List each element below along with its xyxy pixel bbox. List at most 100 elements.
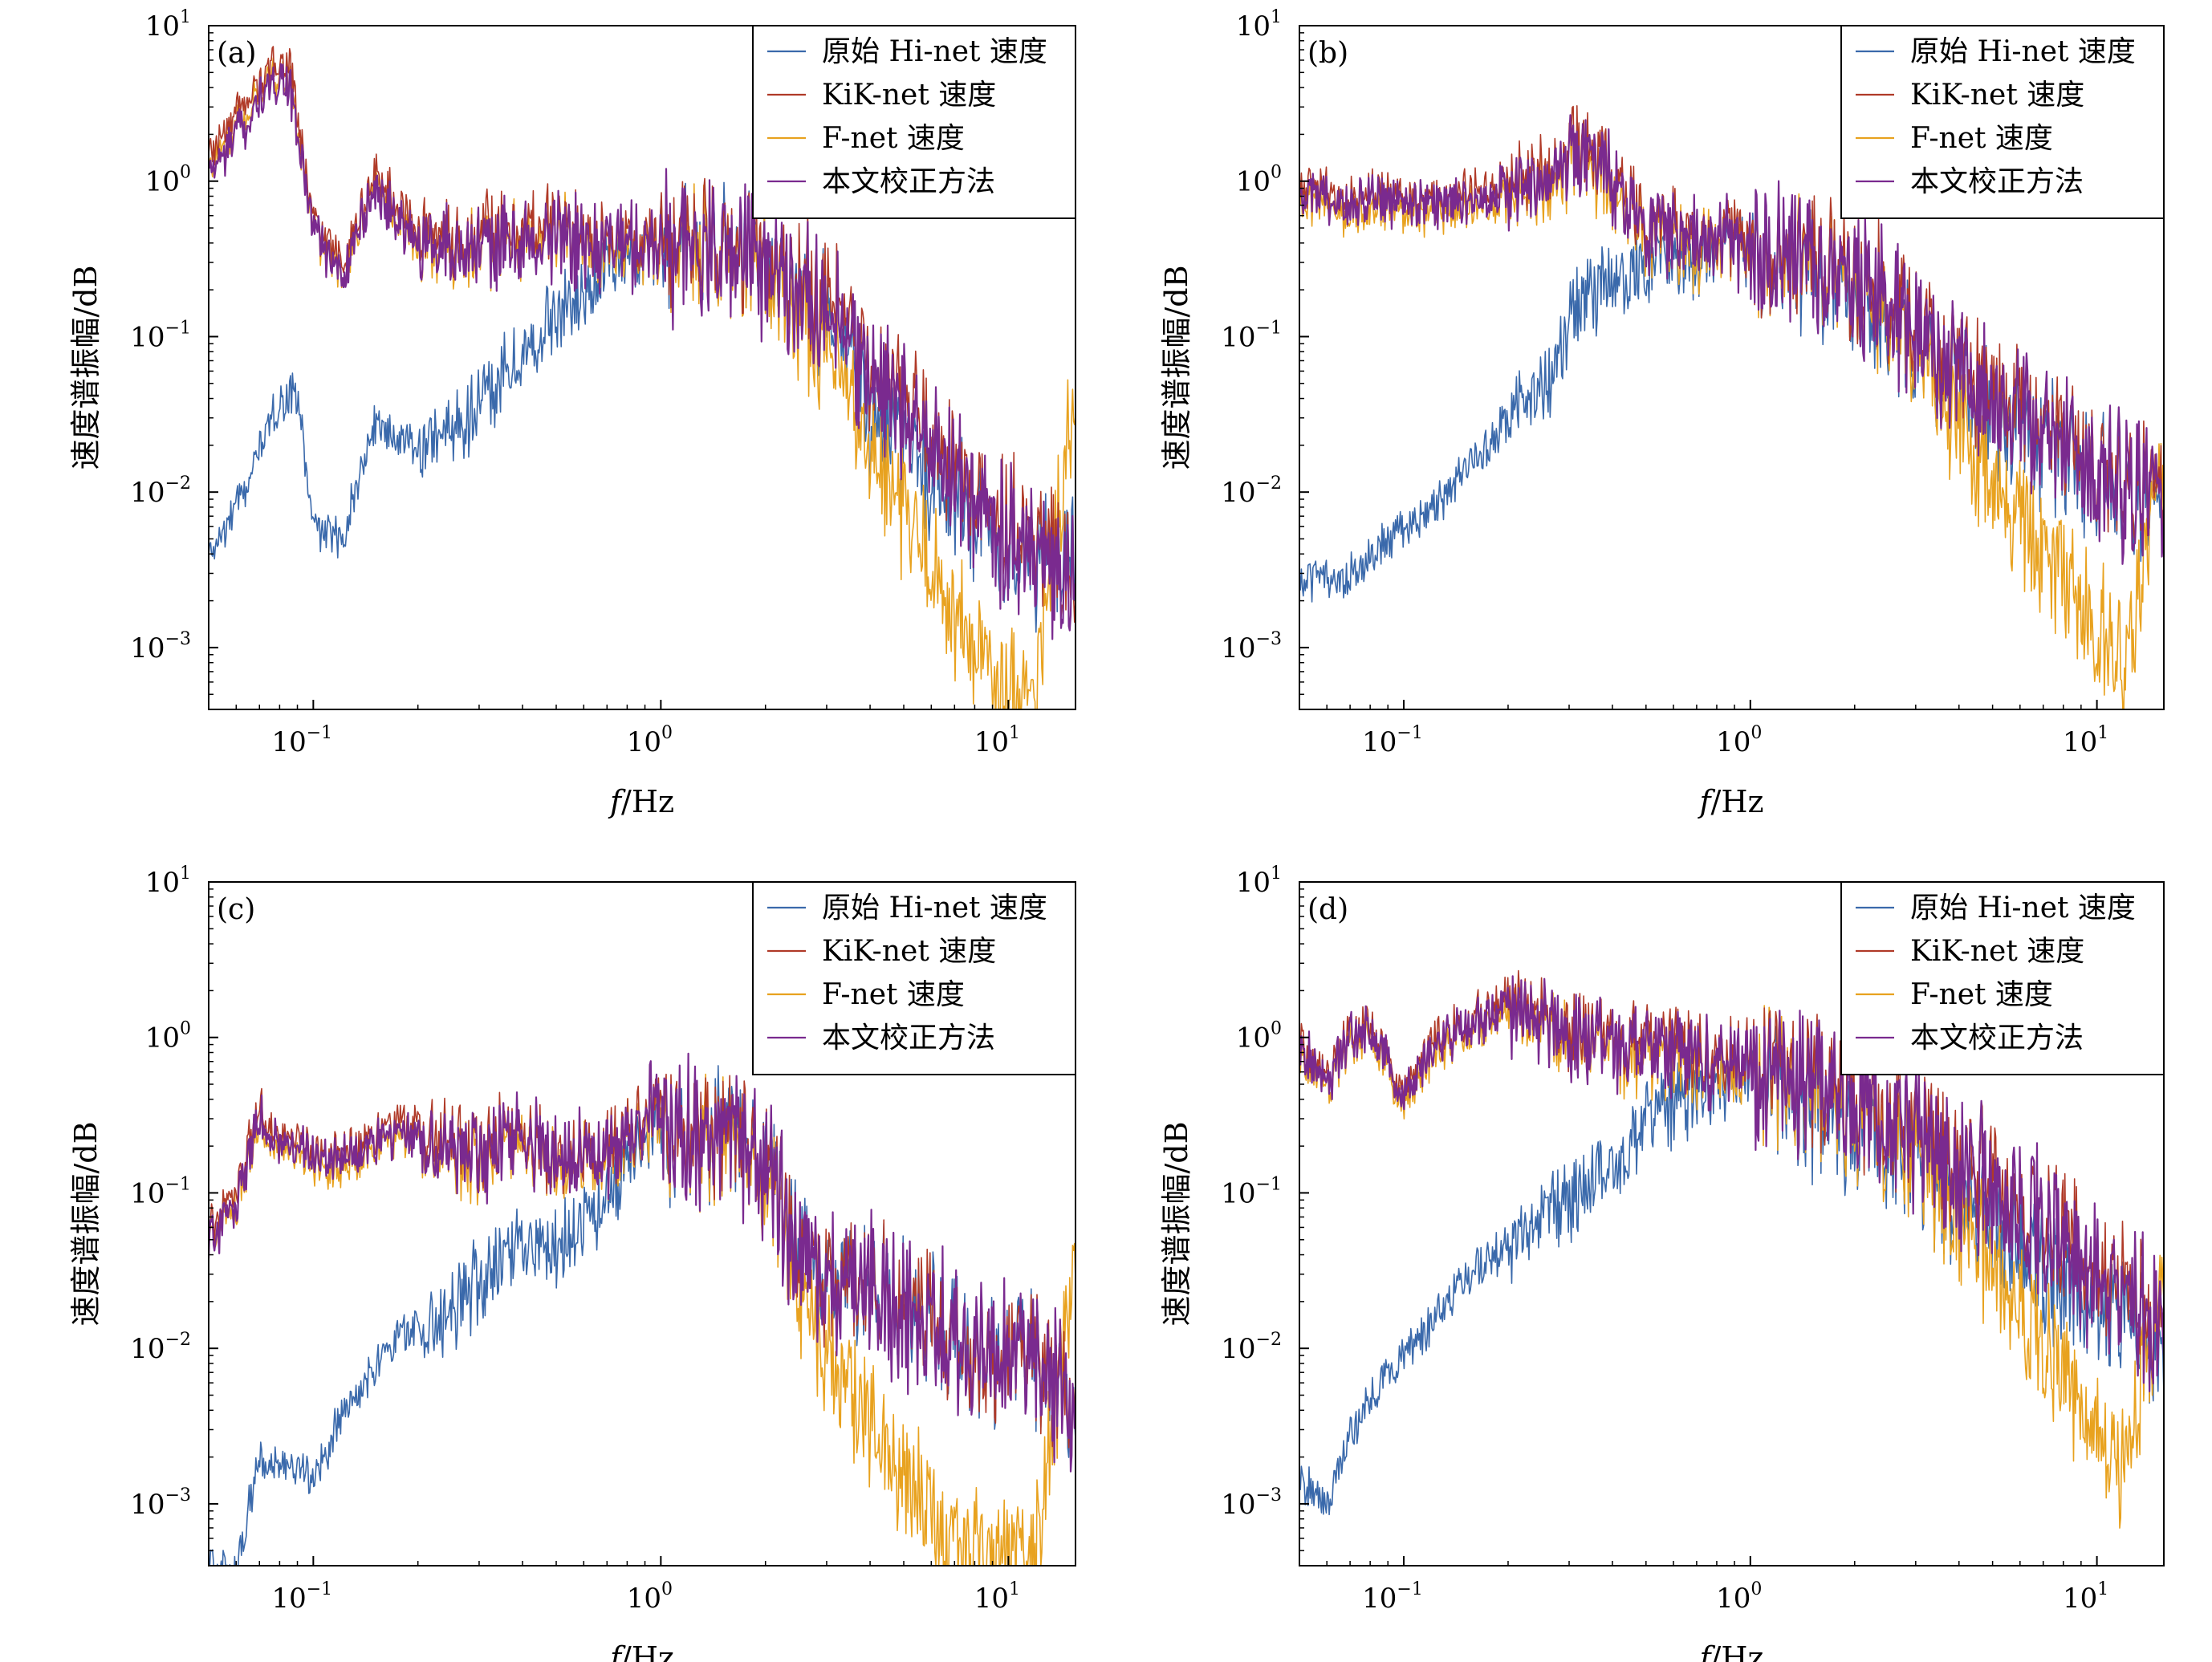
y-tick-exponent: −1 [1256,1174,1282,1194]
panel-label: (b) [1307,37,1348,70]
y-tick-base: 10 [145,166,180,198]
y-tick-label: 10−3 [130,1485,191,1521]
y-tick-base: 10 [145,867,180,899]
x-tick-label: 101 [974,723,1020,758]
x-tick-exponent: 0 [661,1579,673,1599]
y-tick-base: 10 [1236,166,1271,198]
y-tick-exponent: −2 [165,1330,191,1350]
legend-label-kiknet: KiK-net 速度 [822,935,996,968]
series-group [1299,105,2164,709]
y-tick-base: 10 [130,1177,165,1209]
legend-box [1840,881,2165,1075]
y-tick-exponent: −3 [165,629,191,649]
legend-label-corrected: 本文校正方法 [1910,165,2084,198]
y-tick-base: 10 [145,1022,180,1054]
x-axis-label-unit: /Hz [1711,784,1764,819]
x-tick-base: 10 [627,1583,661,1615]
x-axis-label-unit: /Hz [1711,1640,1764,1662]
y-tick-exponent: 0 [1271,163,1282,183]
x-axis-label-unit: /Hz [621,784,674,819]
series-line-hinet [1299,1026,2164,1516]
panel-label: (a) [217,37,257,70]
series-line-hinet [209,181,1076,633]
y-axis-label: 速度谱振幅/dB [68,265,104,469]
x-axis-label: f/Hz [1697,784,1763,819]
y-tick-exponent: 1 [180,864,191,884]
legend-label-corrected: 本文校正方法 [822,1022,995,1054]
x-tick-base: 10 [627,726,661,758]
y-tick-exponent: 1 [1271,864,1282,884]
series-group [1299,969,2164,1529]
y-tick-label: 100 [1236,1019,1282,1054]
y-axis-label: 速度谱振幅/dB [1159,1121,1194,1326]
series-line-corrected [209,63,1076,640]
y-tick-exponent: −2 [1256,1330,1282,1350]
x-tick-exponent: −1 [1397,723,1422,743]
legend-label-corrected: 本文校正方法 [1910,1022,2084,1054]
y-tick-exponent: 0 [180,163,191,183]
y-tick-label: 10−1 [1221,318,1282,353]
y-tick-label: 101 [145,864,191,899]
series-line-kiknet [209,1067,1076,1461]
x-tick-label: 10−1 [1362,723,1423,758]
y-tick-base: 10 [1236,867,1271,899]
y-tick-label: 10−2 [130,1330,191,1365]
y-tick-label: 101 [1236,7,1282,43]
x-tick-exponent: 1 [1009,723,1020,743]
legend-label-fnet: F-net 速度 [822,122,965,155]
x-tick-label: 100 [1716,1579,1762,1615]
x-tick-label: 10−1 [271,723,332,758]
series-line-corrected [1299,114,2164,565]
legend-label-corrected: 本文校正方法 [822,165,995,198]
x-tick-base: 10 [2063,726,2097,758]
y-tick-base: 10 [130,1333,165,1365]
y-tick-base: 10 [1236,10,1271,43]
y-tick-exponent: −1 [165,318,191,338]
plot-frame [1299,25,2165,710]
series-line-corrected [1299,975,2164,1392]
x-tick-base: 10 [1362,1583,1397,1615]
y-tick-exponent: 0 [1271,1019,1282,1039]
y-tick-exponent: −3 [1256,1485,1282,1506]
legend-box [752,25,1076,219]
y-tick-base: 10 [130,1489,165,1521]
y-tick-exponent: −3 [165,1485,191,1506]
y-tick-exponent: −2 [1256,473,1282,494]
series-group [209,1052,1076,1566]
y-tick-base: 10 [1221,1177,1255,1209]
x-tick-exponent: 1 [1009,1579,1020,1599]
x-tick-base: 10 [1716,726,1750,758]
y-axis-label: 速度谱振幅/dB [1159,265,1194,469]
y-tick-exponent: −3 [1256,629,1282,649]
y-tick-base: 10 [130,477,165,509]
x-tick-label: 100 [1716,723,1762,758]
y-tick-label: 101 [1236,864,1282,899]
x-axis-label: f/Hz [608,784,674,819]
x-axis-label: f/Hz [608,1640,674,1662]
panel-label: (c) [217,893,255,926]
plot-frame [208,881,1076,1567]
x-tick-label: 101 [2063,1579,2108,1615]
y-tick-label: 10−1 [130,318,191,353]
x-tick-exponent: 0 [661,723,673,743]
x-tick-base: 10 [271,726,306,758]
series-line-corrected [209,1052,1076,1473]
x-tick-exponent: 1 [2097,723,2108,743]
y-axis-label: 速度谱振幅/dB [68,1121,104,1326]
y-tick-exponent: 1 [1271,7,1282,27]
y-tick-label: 10−1 [1221,1174,1282,1209]
legend-label-kiknet: KiK-net 速度 [822,79,996,112]
legend-label-hinet: 原始 Hi-net 速度 [1910,35,2136,68]
y-tick-base: 10 [1221,477,1255,509]
y-tick-base: 10 [130,321,165,353]
panel-label: (d) [1307,893,1348,926]
y-tick-label: 101 [145,7,191,43]
y-tick-exponent: 0 [180,1019,191,1039]
y-tick-base: 10 [1221,632,1255,664]
x-axis-label: f/Hz [1697,1640,1763,1662]
y-tick-label: 10−2 [130,473,191,509]
y-tick-label: 100 [145,163,191,198]
